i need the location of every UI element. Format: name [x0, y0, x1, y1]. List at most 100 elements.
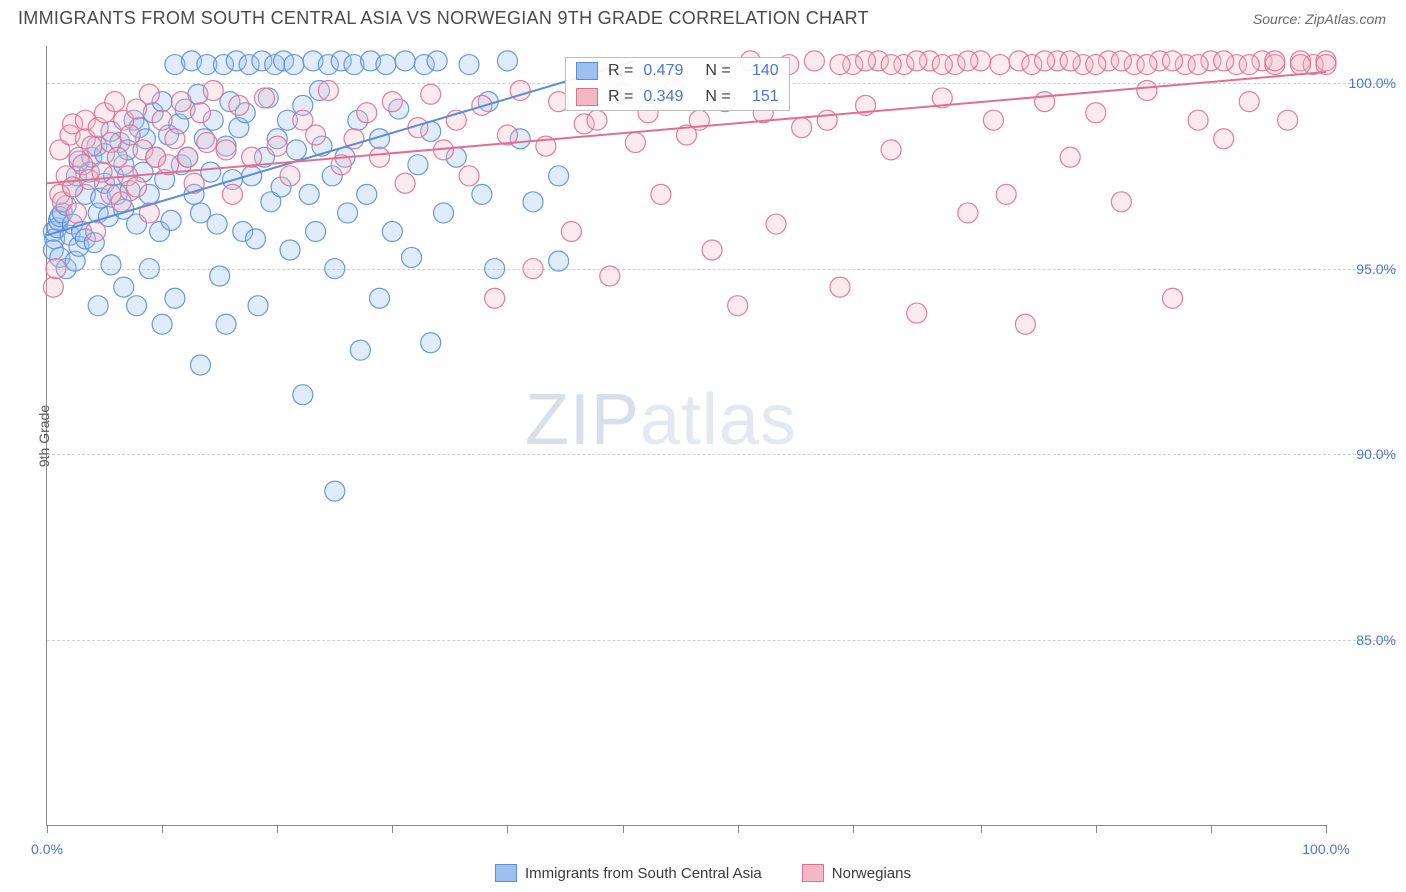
data-point: [1035, 51, 1055, 71]
data-point: [267, 136, 287, 156]
data-point: [958, 51, 978, 71]
data-point: [485, 288, 505, 308]
data-point: [370, 147, 390, 167]
y-tick-label: 100.0%: [1332, 75, 1396, 91]
data-point: [197, 132, 217, 152]
series-swatch: [576, 62, 598, 80]
data-point: [306, 221, 326, 241]
data-point: [306, 125, 326, 145]
data-point: [817, 110, 837, 130]
x-tick: [623, 825, 624, 833]
data-point: [804, 51, 824, 71]
data-point: [245, 229, 265, 249]
data-point: [152, 110, 172, 130]
data-point: [1086, 103, 1106, 123]
data-point: [459, 55, 479, 75]
data-point: [1111, 51, 1131, 71]
legend-item: Norwegians: [802, 864, 911, 882]
data-point: [280, 240, 300, 260]
data-point: [497, 51, 517, 71]
data-point: [107, 147, 127, 167]
x-tick: [981, 825, 982, 833]
data-point: [625, 132, 645, 152]
data-point: [1239, 55, 1259, 75]
y-tick-label: 85.0%: [1332, 632, 1396, 648]
x-tick: [1326, 825, 1327, 833]
data-point: [357, 184, 377, 204]
data-point: [421, 84, 441, 104]
data-point: [82, 136, 102, 156]
data-point: [86, 221, 106, 241]
data-point: [66, 203, 86, 223]
data-point: [152, 314, 172, 334]
x-tick: [1096, 825, 1097, 833]
data-point: [472, 184, 492, 204]
data-point: [427, 51, 447, 71]
correlation-stats-box: R =0.479N =140R =0.349N =151: [565, 57, 790, 111]
legend-label: Immigrants from South Central Asia: [525, 865, 762, 882]
data-point: [325, 481, 345, 501]
data-point: [178, 147, 198, 167]
data-point: [651, 184, 671, 204]
data-point: [127, 296, 147, 316]
data-point: [433, 203, 453, 223]
legend-label: Norwegians: [832, 865, 911, 882]
x-tick: [392, 825, 393, 833]
data-point: [350, 340, 370, 360]
data-point: [830, 55, 850, 75]
y-tick-label: 95.0%: [1332, 261, 1396, 277]
data-point: [907, 51, 927, 71]
data-point: [165, 129, 185, 149]
stat-r-label: R =: [608, 62, 633, 80]
data-point: [485, 259, 505, 279]
data-point: [561, 221, 581, 241]
stat-r-value: 0.479: [643, 62, 695, 80]
x-tick-label: 0.0%: [31, 841, 63, 857]
data-point: [1214, 51, 1234, 71]
data-point: [408, 155, 428, 175]
x-tick: [162, 825, 163, 833]
data-point: [983, 110, 1003, 130]
data-point: [1188, 110, 1208, 130]
x-tick: [1211, 825, 1212, 833]
data-point: [382, 221, 402, 241]
x-tick-label: 100.0%: [1302, 841, 1349, 857]
legend-item: Immigrants from South Central Asia: [495, 864, 762, 882]
data-point: [600, 266, 620, 286]
data-point: [299, 184, 319, 204]
data-point: [1188, 55, 1208, 75]
data-point: [459, 166, 479, 186]
x-tick: [47, 825, 48, 833]
data-point: [216, 140, 236, 160]
data-point: [1239, 92, 1259, 112]
data-point: [830, 277, 850, 297]
data-point: [382, 92, 402, 112]
data-point: [1111, 192, 1131, 212]
data-point: [549, 251, 569, 271]
scatter-plot: [47, 46, 1326, 825]
data-point: [280, 166, 300, 186]
data-point: [105, 92, 125, 112]
legend-swatch: [495, 864, 517, 882]
data-point: [284, 55, 304, 75]
data-point: [523, 259, 543, 279]
data-point: [1015, 314, 1035, 334]
stat-n-value: 140: [741, 62, 779, 80]
data-point: [881, 140, 901, 160]
data-point: [932, 55, 952, 75]
data-point: [325, 259, 345, 279]
data-point: [207, 214, 227, 234]
data-point: [907, 303, 927, 323]
data-point: [376, 55, 396, 75]
data-point: [395, 173, 415, 193]
data-point: [881, 55, 901, 75]
data-point: [523, 192, 543, 212]
data-point: [702, 240, 722, 260]
stat-r-value: 0.349: [643, 88, 695, 106]
data-point: [1163, 51, 1183, 71]
data-point: [171, 92, 191, 112]
stat-n-label: N =: [705, 88, 730, 106]
x-tick: [738, 825, 739, 833]
chart-title: IMMIGRANTS FROM SOUTH CENTRAL ASIA VS NO…: [18, 8, 869, 29]
data-point: [165, 288, 185, 308]
